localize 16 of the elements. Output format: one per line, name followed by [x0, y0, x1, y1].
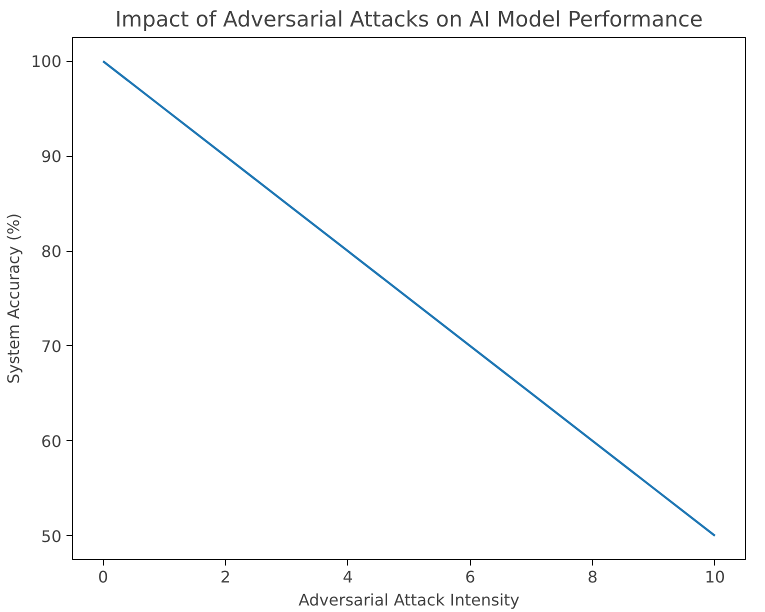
- line-series: [102, 60, 716, 537]
- y-tick-label: 80: [41, 242, 62, 262]
- x-tick-label: 4: [342, 568, 353, 586]
- x-tick-label: 2: [220, 568, 231, 586]
- x-axis-title: Adversarial Attack Intensity: [298, 590, 520, 610]
- y-tick-label: 90: [41, 147, 62, 166]
- y-tick-label: 70: [41, 336, 62, 356]
- y-tick-label: 60: [41, 432, 62, 451]
- x-tick-label: 0: [98, 568, 108, 586]
- y-axis-title: System Accuracy (%): [4, 213, 23, 384]
- x-tick-label: 6: [465, 568, 476, 586]
- y-tick-label: 50: [41, 526, 62, 546]
- chart-title: Impact of Adversarial Attacks on AI Model Performance: [115, 8, 703, 32]
- y-tick-label: 100: [30, 52, 62, 72]
- x-tick-label: 10: [704, 568, 726, 586]
- x-tick-label: 8: [587, 568, 598, 586]
